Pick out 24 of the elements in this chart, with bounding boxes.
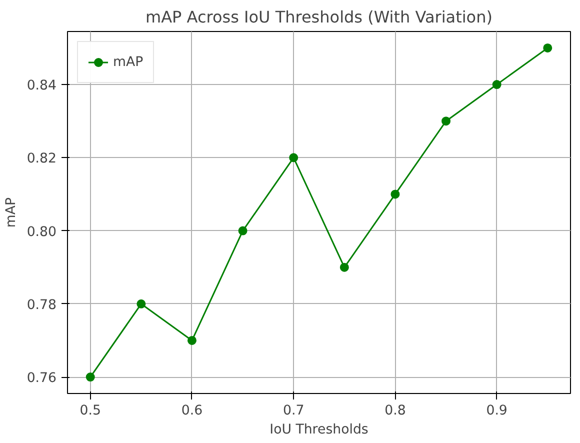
- point: [238, 226, 248, 236]
- x-tick-label: 0.8: [384, 404, 406, 418]
- point: [492, 80, 502, 90]
- legend-label: mAP: [113, 54, 144, 70]
- point: [187, 336, 196, 345]
- chart-title: mAP Across IoU Thresholds (With Variation): [146, 8, 492, 26]
- y-axis-title: mAP: [4, 197, 19, 228]
- x-tick-label: 0.5: [80, 404, 101, 418]
- point: [136, 299, 146, 308]
- point: [340, 262, 349, 272]
- point: [390, 190, 400, 199]
- y-tick-label: 0.80: [26, 224, 57, 240]
- y-tick-label: 0.82: [26, 152, 57, 167]
- point: [289, 153, 298, 162]
- point: [543, 43, 552, 52]
- y-tick-label: 0.84: [26, 78, 57, 94]
- point: [86, 372, 95, 382]
- x-tick-label: 0.6: [181, 404, 203, 418]
- x-axis-title: IoU Thresholds: [270, 422, 368, 438]
- x-tick-label: 0.7: [283, 404, 304, 418]
- y-tick-label: 0.76: [26, 371, 57, 386]
- y-tick-label: 0.78: [26, 298, 57, 313]
- x-tick-label: 0.9: [486, 404, 508, 418]
- point: [442, 116, 451, 126]
